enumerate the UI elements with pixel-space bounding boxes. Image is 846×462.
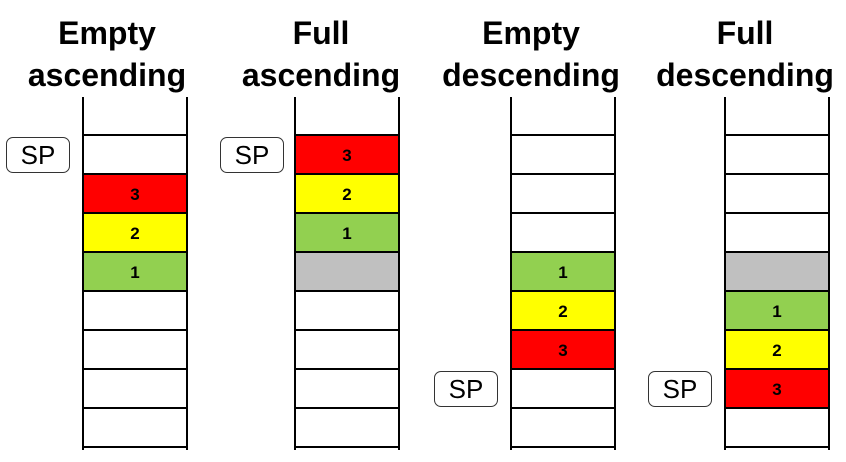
panel-title-empty-ascending: Empty ascending [0, 12, 214, 96]
stack-cell: 1 [296, 212, 398, 253]
stack-cell: 1 [84, 251, 186, 292]
sp-pointer-label: SP [434, 371, 498, 407]
stack-cell [84, 134, 186, 175]
title-line: ascending [241, 57, 401, 93]
stack-cell [726, 134, 828, 175]
stack-cell: 3 [84, 173, 186, 214]
stack-cell [296, 329, 398, 370]
stack-cell [296, 407, 398, 448]
stack-cell: 3 [296, 134, 398, 175]
stack-cell [726, 407, 828, 448]
stack-cell [84, 290, 186, 331]
stack-cell [512, 173, 614, 214]
stack-cell [296, 251, 398, 292]
title-line: Empty [482, 15, 580, 51]
stack-cell [296, 368, 398, 409]
stack-cell [84, 407, 186, 448]
stack-cell: 2 [84, 212, 186, 253]
stack-cell [726, 212, 828, 253]
title-line: ascending [27, 57, 187, 93]
stack-cell: 1 [726, 290, 828, 331]
stack-cell [512, 134, 614, 175]
stack-divider [296, 446, 398, 448]
panel-title-empty-descending: Empty descending [424, 12, 638, 96]
stack-cell [296, 290, 398, 331]
title-line: descending [442, 57, 620, 93]
stack-cell: 2 [512, 290, 614, 331]
title-line: Empty [58, 15, 156, 51]
stack-cell [512, 212, 614, 253]
title-line: descending [656, 57, 834, 93]
stack-cell: 3 [726, 368, 828, 409]
title-line: Full [716, 15, 774, 51]
stack-cell [726, 173, 828, 214]
stack-cell: 3 [512, 329, 614, 370]
stack-cell [512, 407, 614, 448]
stack-cell [726, 251, 828, 292]
stack-cell [84, 368, 186, 409]
stack-cell: 1 [512, 251, 614, 292]
panel-title-full-descending: Full descending [638, 12, 846, 96]
panel-title-full-ascending: Full ascending [214, 12, 428, 96]
stack-divider [726, 446, 828, 448]
sp-pointer-label: SP [648, 371, 712, 407]
stack-cell [512, 368, 614, 409]
sp-pointer-label: SP [220, 137, 284, 173]
stack-cell: 2 [726, 329, 828, 370]
stack-cell [84, 329, 186, 370]
stack-divider [512, 446, 614, 448]
stack-divider [84, 446, 186, 448]
title-line: Full [292, 15, 350, 51]
stack-cell: 2 [296, 173, 398, 214]
sp-pointer-label: SP [6, 137, 70, 173]
